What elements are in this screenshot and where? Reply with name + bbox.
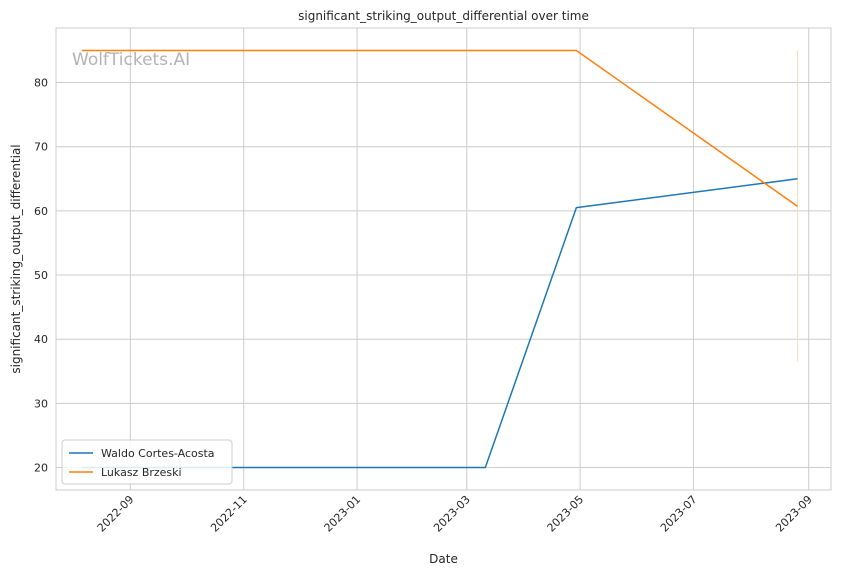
y-tick-label: 30 [34, 397, 48, 410]
x-tick-label: 2022-11 [208, 493, 250, 535]
grid-lines [56, 28, 831, 490]
series-layer [82, 49, 799, 469]
legend-label-lukasz: Lukasz Brzeski [101, 466, 182, 479]
x-tick-label: 2022-09 [95, 493, 137, 535]
x-tick-label: 2023-07 [658, 493, 700, 535]
x-tick-label: 2023-03 [431, 493, 473, 535]
y-tick-label: 60 [34, 205, 48, 218]
y-tick-label: 80 [34, 77, 48, 90]
plot-area [56, 28, 831, 490]
y-axis-label: significant_striking_output_differential [9, 144, 23, 373]
chart-title: significant_striking_output_differential… [298, 9, 589, 23]
y-tick-label: 20 [34, 462, 48, 475]
x-tick-label: 2023-09 [773, 493, 815, 535]
x-tick-label: 2023-01 [322, 493, 364, 535]
plot-border [55, 27, 832, 491]
y-tick-label: 50 [34, 269, 48, 282]
series-line-lukasz [82, 49, 798, 207]
y-tick-label: 40 [34, 333, 48, 346]
watermark-text: WolfTickets.AI [72, 50, 190, 70]
legend-box [61, 439, 233, 485]
legend-label-waldo: Waldo Cortes-Acosta [101, 447, 215, 460]
legend: Waldo Cortes-Acosta Lukasz Brzeski [61, 439, 233, 485]
x-axis-label: Date [429, 552, 458, 566]
x-tick-label: 2023-05 [545, 493, 587, 535]
x-tick-labels: 2022-09 2022-11 2023-01 2023-03 2023-05 2023-… [95, 493, 815, 535]
y-tick-labels: 20 30 40 50 60 70 80 [34, 77, 48, 475]
y-tick-label: 70 [34, 141, 48, 154]
series-line-waldo [82, 178, 798, 469]
